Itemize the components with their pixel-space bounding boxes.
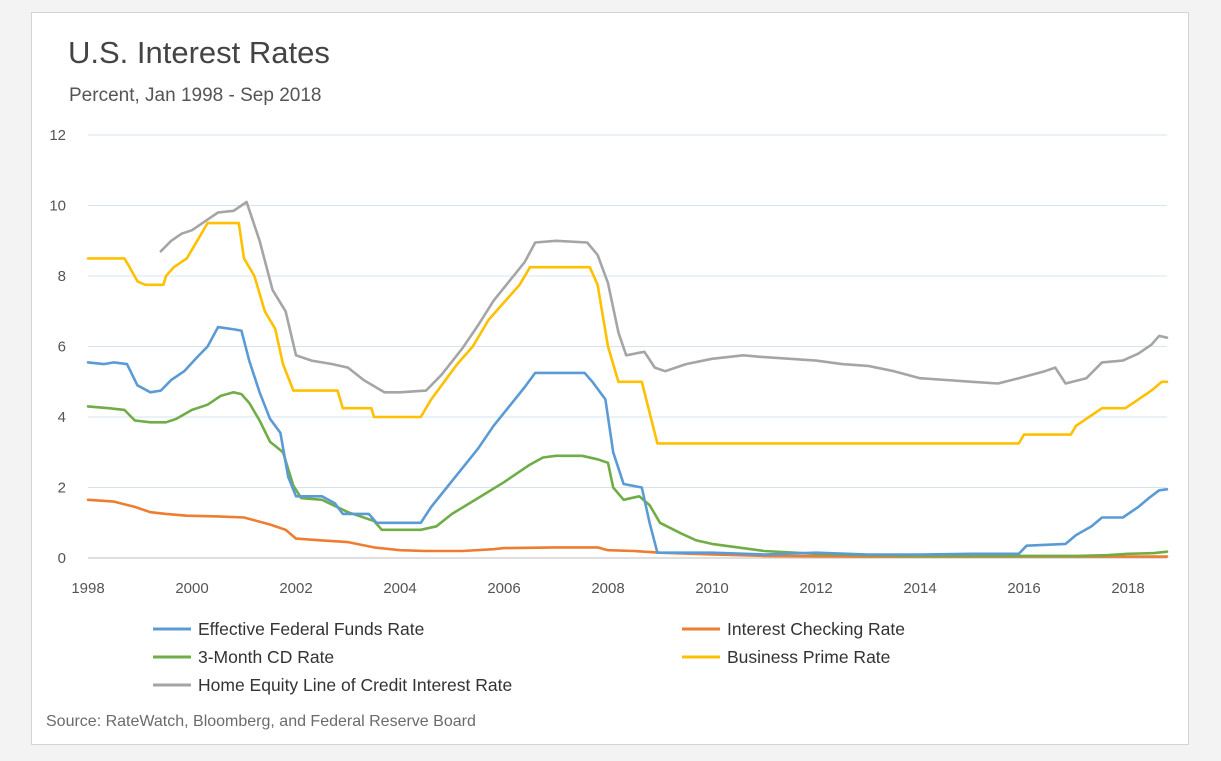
series-lines <box>86 200 1169 558</box>
x-axis-tick-labels: 1998 2000 2002 2004 2006 2008 2010 2012 2014 2016… <box>71 580 1144 597</box>
x-tick-label: 2010 <box>695 580 728 597</box>
gridlines <box>88 134 1167 559</box>
legend-label-home-equity-line-of-credit-interest-rate: Home Equity Line of Credit Interest Rate <box>198 675 512 695</box>
legend-label-effective-federal-funds-rate: Effective Federal Funds Rate <box>198 619 424 639</box>
y-tick-label: 4 <box>58 409 66 426</box>
series-line-interest-checking-rate <box>86 498 1169 558</box>
x-tick-label: 2000 <box>175 580 208 597</box>
y-tick-label: 2 <box>58 480 66 497</box>
legend-label-3-month-cd-rate: 3-Month CD Rate <box>198 647 334 667</box>
legend-label-business-prime-rate: Business Prime Rate <box>727 647 890 667</box>
legend: Effective Federal Funds Rate Interest Che… <box>153 619 905 695</box>
chart-card: U.S. Interest Rates Percent, Jan 1998 - … <box>31 12 1189 745</box>
chart-source-note: Source: RateWatch, Bloomberg, and Federa… <box>46 713 476 730</box>
x-tick-label: 2014 <box>903 580 936 597</box>
x-tick-label: 2012 <box>799 580 832 597</box>
x-tick-label: 2006 <box>487 580 520 597</box>
y-tick-label: 10 <box>49 198 66 215</box>
x-tick-label: 1998 <box>71 580 104 597</box>
series-line-effective-federal-funds-rate <box>86 325 1169 556</box>
y-tick-label: 6 <box>58 339 66 356</box>
x-tick-label: 2002 <box>279 580 312 597</box>
series-line-business-prime-rate <box>86 221 1169 445</box>
y-axis-tick-labels: 0 2 4 6 8 10 12 <box>49 127 66 567</box>
y-tick-label: 0 <box>58 550 66 567</box>
chart-title: U.S. Interest Rates <box>68 35 330 70</box>
x-tick-label: 2016 <box>1007 580 1040 597</box>
x-tick-label: 2008 <box>591 580 624 597</box>
y-tick-label: 8 <box>58 268 66 285</box>
series-line-home-equity-line-of-credit-interest-rate <box>159 200 1169 394</box>
y-tick-label: 12 <box>49 127 66 144</box>
legend-label-interest-checking-rate: Interest Checking Rate <box>727 619 905 639</box>
x-tick-label: 2018 <box>1111 580 1144 597</box>
x-tick-label: 2004 <box>383 580 416 597</box>
chart-subtitle: Percent, Jan 1998 - Sep 2018 <box>69 85 322 106</box>
